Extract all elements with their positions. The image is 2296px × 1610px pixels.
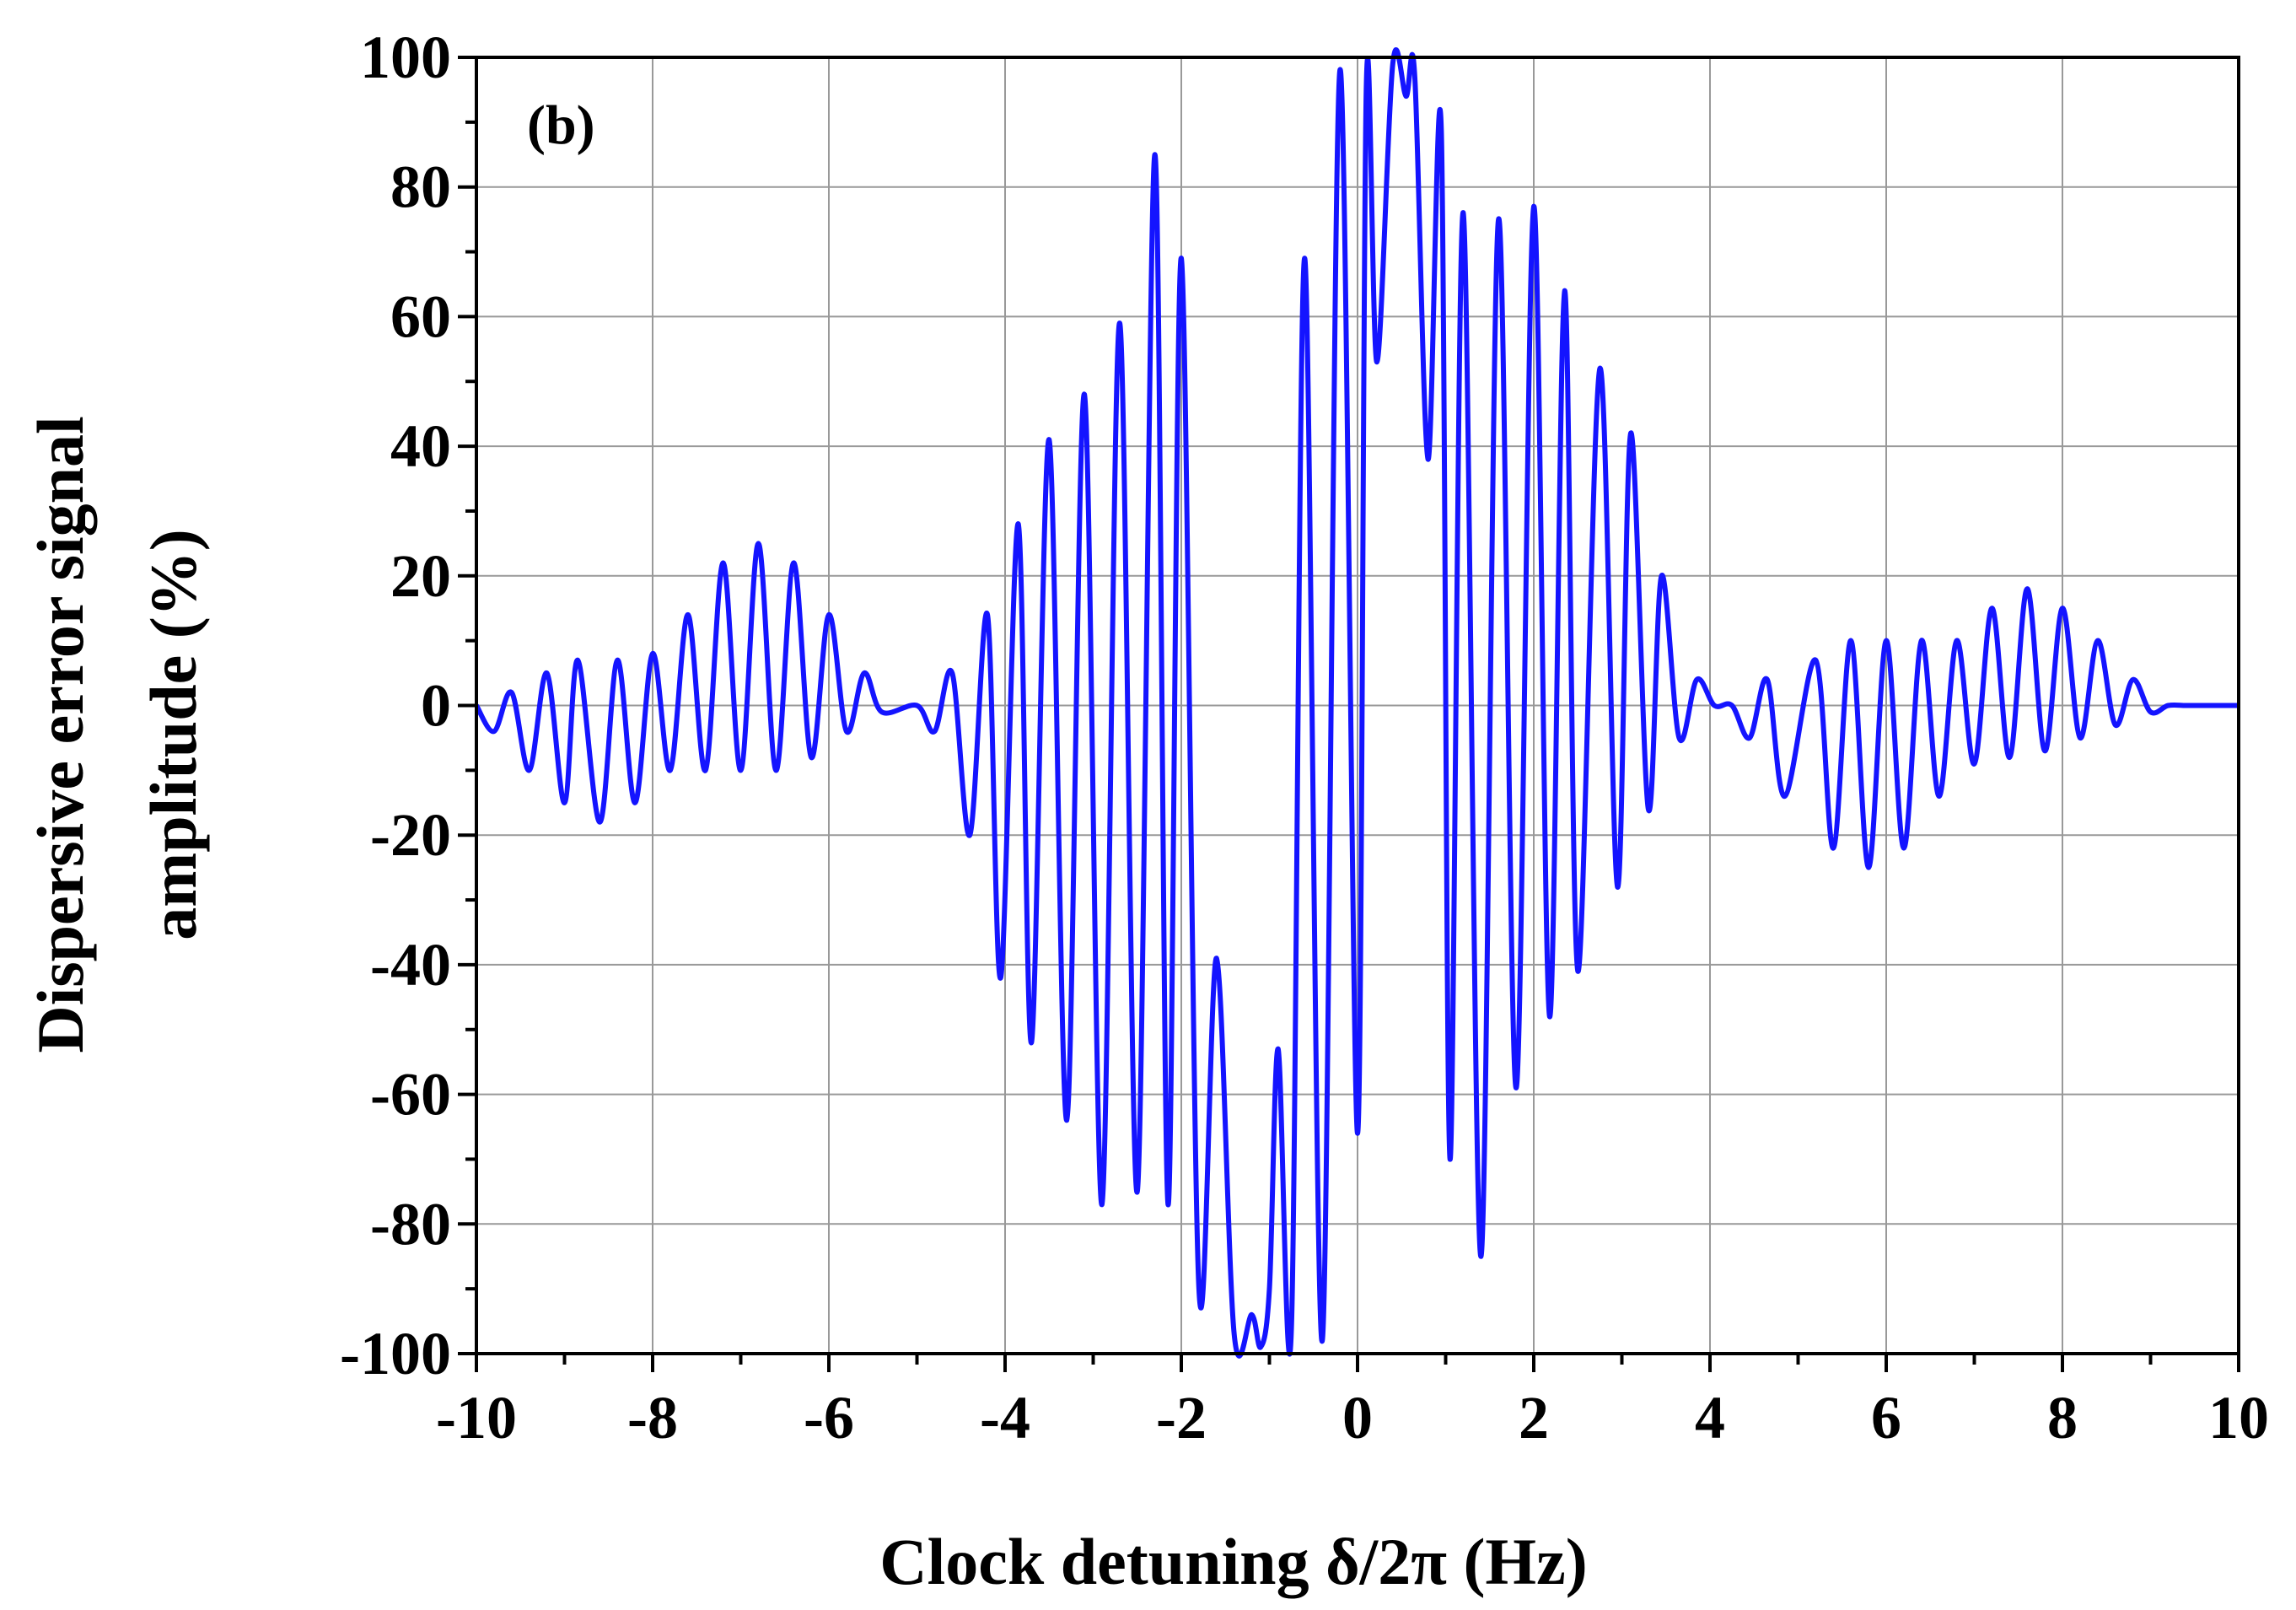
x-tick-label: 10 bbox=[2208, 1384, 2269, 1451]
panel-label: (b) bbox=[527, 94, 595, 156]
x-tick-label: -10 bbox=[436, 1384, 517, 1451]
y-tick-label: -40 bbox=[370, 931, 451, 999]
tick-labels: -10 -8 -6 -4 -2 0 2 4 6 8 10-100-80-60-40-20020406… bbox=[340, 24, 2269, 1451]
y-tick-label: 80 bbox=[390, 153, 451, 221]
plot-frame bbox=[475, 56, 2240, 1355]
series-line-0 bbox=[474, 47, 2239, 1359]
x-tick-label: 4 bbox=[1695, 1384, 1725, 1451]
y-tick-label: 20 bbox=[390, 542, 451, 610]
y-tick-label: 60 bbox=[390, 283, 451, 350]
x-tick-label: 0 bbox=[1342, 1384, 1373, 1451]
y-tick-label: -20 bbox=[370, 801, 451, 869]
y-tick-label: 40 bbox=[390, 412, 451, 480]
x-tick-label: -2 bbox=[1156, 1384, 1207, 1451]
y-tick-label: -60 bbox=[370, 1061, 451, 1128]
x-tick-label: -8 bbox=[627, 1384, 678, 1451]
x-axis-label: Clock detuning δ/2π (Hz) bbox=[879, 1525, 1587, 1598]
x-tick-label: 6 bbox=[1871, 1384, 1901, 1451]
y-tick-label: 100 bbox=[360, 24, 451, 91]
y-tick-label: 0 bbox=[421, 672, 451, 740]
x-tick-label: -6 bbox=[804, 1384, 854, 1451]
series-layer bbox=[474, 47, 2239, 1359]
y-axis-label-line-1: Dispersive error signal bbox=[24, 416, 97, 1053]
y-tick-label: -100 bbox=[340, 1320, 451, 1387]
x-tick-label: -4 bbox=[980, 1384, 1030, 1451]
x-tick-label: 8 bbox=[2047, 1384, 2078, 1451]
x-tick-label: 2 bbox=[1519, 1384, 1549, 1451]
axis-ticks bbox=[458, 56, 2240, 1372]
y-tick-label: -80 bbox=[370, 1190, 451, 1257]
y-axis-label-line-2: amplitude (%) bbox=[137, 529, 210, 940]
